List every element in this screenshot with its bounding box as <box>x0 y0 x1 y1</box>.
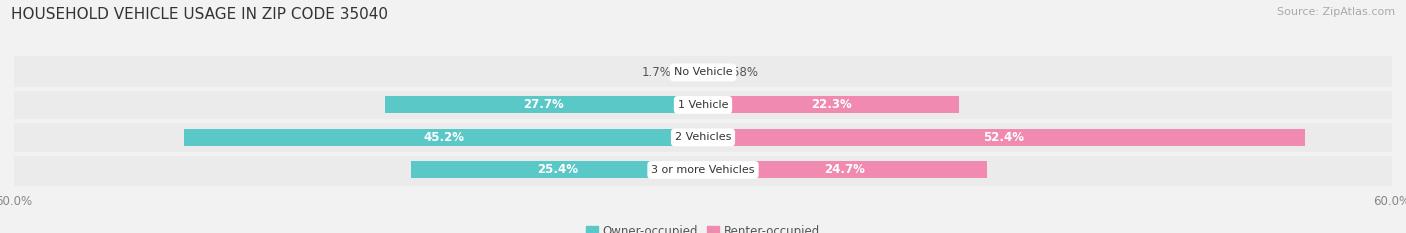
Bar <box>14 56 1392 89</box>
Text: 3 or more Vehicles: 3 or more Vehicles <box>651 165 755 175</box>
Bar <box>412 161 703 178</box>
Text: 52.4%: 52.4% <box>983 131 1025 144</box>
Text: Source: ZipAtlas.com: Source: ZipAtlas.com <box>1277 7 1395 17</box>
Text: 2 Vehicles: 2 Vehicles <box>675 132 731 142</box>
Text: 45.2%: 45.2% <box>423 131 464 144</box>
Bar <box>683 64 703 81</box>
Bar <box>14 154 1392 186</box>
Legend: Owner-occupied, Renter-occupied: Owner-occupied, Renter-occupied <box>586 225 820 233</box>
Text: No Vehicle: No Vehicle <box>673 67 733 77</box>
Bar <box>385 96 703 113</box>
Bar <box>14 89 1392 121</box>
Text: 25.4%: 25.4% <box>537 163 578 176</box>
Bar <box>14 121 1392 154</box>
Text: 27.7%: 27.7% <box>523 98 564 111</box>
Text: 1.7%: 1.7% <box>643 66 672 79</box>
Text: 0.58%: 0.58% <box>721 66 758 79</box>
Text: HOUSEHOLD VEHICLE USAGE IN ZIP CODE 35040: HOUSEHOLD VEHICLE USAGE IN ZIP CODE 3504… <box>11 7 388 22</box>
Text: 24.7%: 24.7% <box>824 163 865 176</box>
Bar <box>703 96 959 113</box>
Bar <box>703 64 710 81</box>
Bar <box>703 161 987 178</box>
Text: 1 Vehicle: 1 Vehicle <box>678 100 728 110</box>
Bar <box>184 129 703 146</box>
Bar <box>703 129 1305 146</box>
Text: 22.3%: 22.3% <box>811 98 852 111</box>
